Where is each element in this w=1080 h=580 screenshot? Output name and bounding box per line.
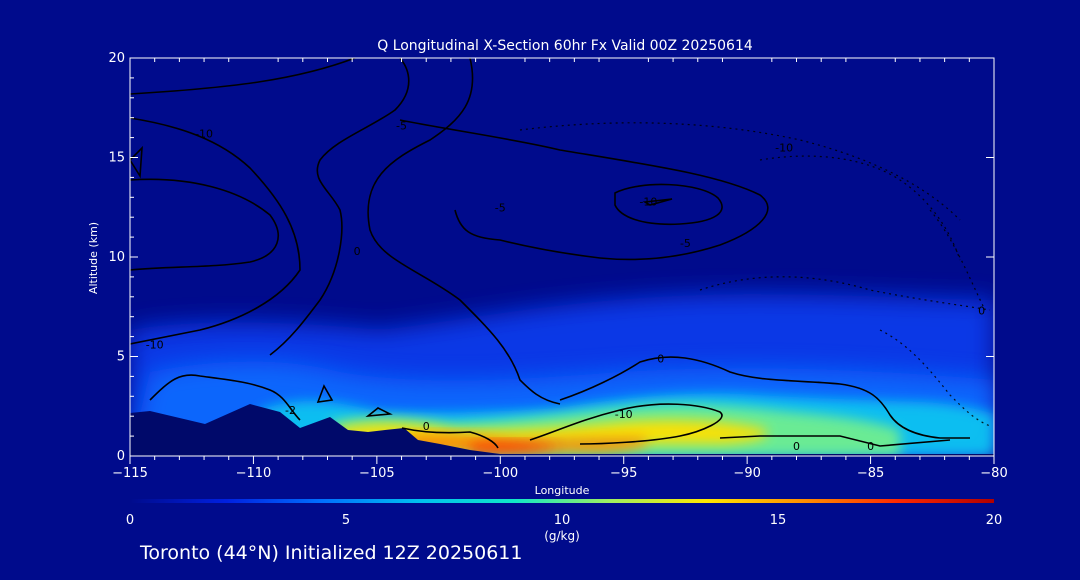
y-tick-label: 0: [117, 449, 125, 464]
x-tick-label: −110: [236, 466, 272, 481]
colorbar-tick-label: 10: [554, 513, 571, 528]
contour-minus10-lower: [529, 403, 723, 445]
contour-label: -10: [195, 128, 213, 141]
x-tick-label: −80: [980, 466, 1007, 481]
x-tick-label: −105: [359, 466, 395, 481]
contour-label: -10: [775, 142, 793, 155]
x-tick-label: −90: [733, 466, 760, 481]
dotted-contour-2: [759, 155, 961, 261]
contour-upper-left-2: [130, 117, 301, 345]
contour-lines: [130, 58, 970, 449]
chart-title: Q Longitudinal X-Section 60hr Fx Valid 0…: [377, 38, 753, 54]
dotted-contour-5: [929, 209, 986, 311]
contour-upper-right: [399, 119, 769, 261]
y-tick-label: 10: [108, 250, 125, 265]
contour-label: 0: [354, 245, 361, 258]
contour-label: 0: [793, 440, 800, 453]
contour-labels: -10 -5 -5 0 -10 -5 -10 -10 0 -2 0 -10 0 0 0: [146, 120, 985, 453]
dotted-contour-1: [519, 122, 961, 221]
contour-small-loop-2: [365, 407, 393, 418]
contour-label: -5: [396, 120, 407, 133]
x-tick-label: −85: [857, 466, 884, 481]
contour-low-left: [149, 374, 301, 421]
x-axis-label: Longitude: [535, 484, 590, 497]
contour-label: 0: [867, 440, 874, 453]
contour-label: -10: [615, 408, 633, 421]
contour-lower-right: [719, 435, 951, 447]
contour-label: -10: [639, 195, 657, 208]
contour-upper-left-3: [130, 178, 279, 271]
y-tick-label: 5: [117, 350, 125, 365]
contour-zero-mid: [367, 58, 561, 405]
x-axis: −115 −110 −105 −100 −95 −90 −85 −80: [112, 58, 1008, 481]
colorbar-ticks: 0 5 10 15 20: [126, 513, 1002, 528]
contour-label: -2: [285, 404, 296, 417]
contour-zero-lower: [559, 356, 970, 439]
contour-label: 0: [423, 420, 430, 433]
contour-surface: [401, 427, 499, 449]
colorbar-unit-label: (g/kg): [544, 529, 580, 543]
x-tick-label: −115: [112, 466, 148, 481]
moisture-layer-red: [470, 441, 560, 453]
contour-upper-left: [130, 58, 357, 95]
dotted-contours: [519, 122, 991, 427]
plot-area: -10 -5 -5 0 -10 -5 -10 -10 0 -2 0 -10 0 0 0: [130, 58, 994, 456]
contour-label: -10: [146, 339, 164, 352]
dotted-contour-4: [879, 329, 991, 427]
colorbar-tick-label: 15: [770, 513, 787, 528]
y-axis: 0 5 10 15 20: [108, 51, 994, 464]
x-tick-label: −100: [482, 466, 518, 481]
contour-label: -5: [680, 237, 691, 250]
y-tick-label: 20: [108, 51, 125, 66]
contour-minus10-inner: [642, 198, 673, 206]
colorbar-tick-label: 0: [126, 513, 134, 528]
colorbar: [130, 499, 994, 503]
contour-label: 0: [657, 352, 664, 365]
footer-caption: Toronto (44°N) Initialized 12Z 20250611: [140, 542, 523, 564]
x-tick-label: −95: [610, 466, 637, 481]
contour-label: -5: [495, 201, 506, 214]
contour-label: 0: [978, 305, 985, 318]
contour-upper-mid: [269, 58, 410, 356]
moisture-shading: [130, 294, 994, 456]
colorbar-tick-label: 20: [986, 513, 1003, 528]
contour-minus10-loop: [614, 183, 723, 226]
contour-left-spur: [130, 145, 143, 179]
colorbar-tick-label: 5: [342, 513, 350, 528]
y-tick-label: 15: [108, 151, 125, 166]
terrain: [130, 404, 994, 456]
y-axis-label: Altitude (km): [87, 222, 100, 294]
contour-small-loop: [316, 384, 334, 403]
